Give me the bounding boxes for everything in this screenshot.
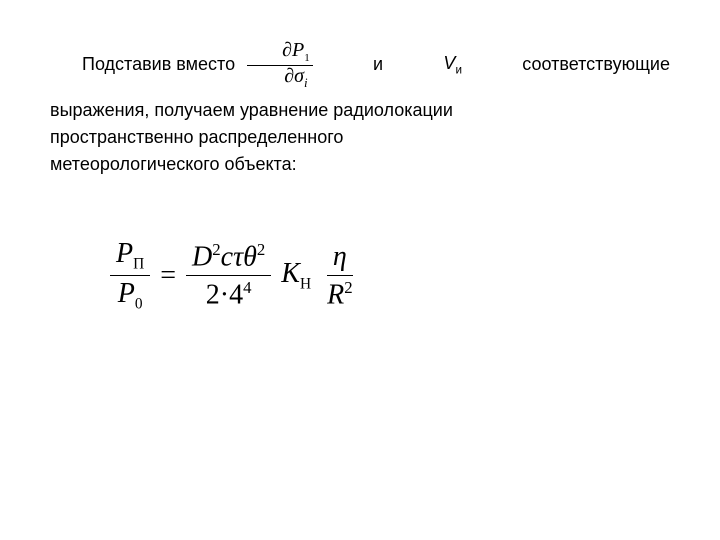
lead-group: Подставив вместо ∂P1 ∂σi	[50, 40, 313, 89]
rhs-theta: θ	[243, 241, 257, 272]
rhs-tau: τ	[233, 241, 243, 272]
eta-var: η	[333, 241, 347, 272]
lhs-den-var: P	[118, 278, 135, 309]
paragraph-1-line-1: Подставив вместо ∂P1 ∂σi и Vи соответств…	[50, 40, 670, 89]
rhs-dot: ·	[220, 280, 229, 311]
rhs-den: 2·44	[200, 276, 258, 312]
R-sup: 2	[344, 278, 352, 297]
rhs-D: D	[192, 241, 212, 272]
rhs-4: 4	[229, 280, 243, 311]
num-var: P	[292, 39, 304, 61]
rhs-4-sup: 4	[243, 278, 251, 297]
lhs-den: P0	[112, 276, 149, 313]
partial-1: ∂	[282, 39, 292, 61]
equals-sign: =	[160, 260, 176, 292]
num-sub: 1	[304, 52, 310, 64]
v-var: Vи	[411, 50, 462, 79]
lhs-num-sub: П	[133, 256, 144, 273]
lhs-den-sub: 0	[135, 296, 143, 313]
paragraph-1: Подставив вместо ∂P1 ∂σi и Vи соответств…	[50, 40, 670, 89]
den-var: σ	[294, 65, 304, 87]
main-equation: PП P0 = D2cτθ2 2·44 KН η R2	[110, 238, 670, 314]
rhs-2: 2	[206, 280, 220, 311]
R-var: R	[327, 279, 344, 310]
tail-text: соответствующие	[490, 51, 670, 78]
rhs-fraction-2: η R2	[321, 241, 359, 312]
v-sub: и	[455, 64, 462, 77]
para2-line2: пространственно распределенного	[50, 124, 670, 151]
K-term: KН	[281, 258, 311, 294]
inline-fraction: ∂P1 ∂σi	[247, 40, 313, 89]
lead-text: Подставив вместо	[50, 51, 235, 78]
connector-text: и	[341, 51, 383, 78]
paragraph-2: выражения, получаем уравнение радиолокац…	[50, 97, 670, 178]
K-var: K	[281, 258, 300, 289]
lhs-num: PП	[110, 238, 150, 276]
R-den: R2	[321, 276, 359, 312]
para2-line3: метеорологического объекта:	[50, 151, 670, 178]
rhs-num: D2cτθ2	[186, 240, 271, 277]
rhs-theta-sup: 2	[257, 240, 265, 259]
rhs-c: c	[221, 241, 233, 272]
partial-2: ∂	[284, 65, 294, 87]
den-sub: i	[304, 75, 308, 90]
rhs-D-sup: 2	[212, 240, 220, 259]
v-letter: V	[443, 53, 455, 73]
lhs-fraction: PП P0	[110, 238, 150, 314]
lhs-num-var: P	[116, 238, 133, 269]
para2-line1: выражения, получаем уравнение радиолокац…	[50, 97, 670, 124]
inline-frac-num: ∂P1	[247, 40, 313, 66]
eta-num: η	[327, 241, 353, 276]
rhs-fraction-1: D2cτθ2 2·44	[186, 240, 271, 312]
K-sub: Н	[300, 276, 311, 293]
inline-frac-den: ∂σi	[249, 66, 310, 90]
